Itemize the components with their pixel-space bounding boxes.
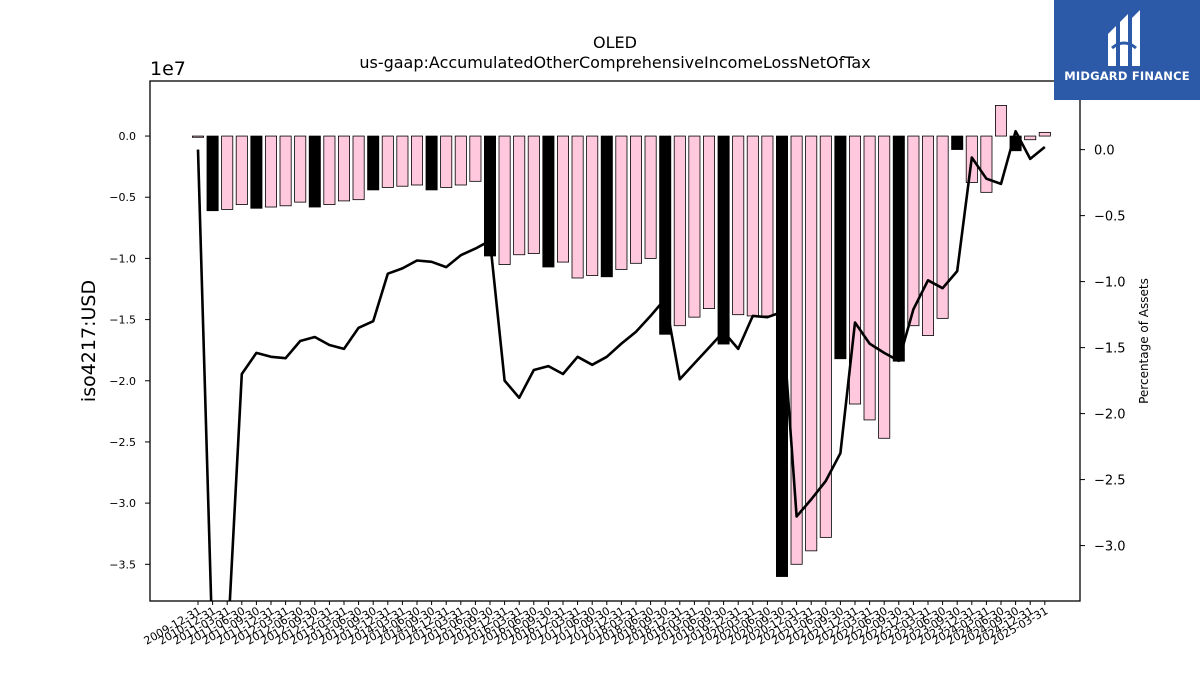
chart-subtitle: us-gaap:AccumulatedOtherComprehensiveInc… xyxy=(359,53,870,72)
bar-2016-09-30 xyxy=(542,135,555,268)
brand-logo: MIDGARD FINANCE xyxy=(1054,0,1200,100)
y-tick-label: −2.5 xyxy=(109,436,136,449)
bar-2011-03-31 xyxy=(221,135,234,210)
bar-2018-06-30 xyxy=(644,135,657,259)
y-axis-ticks: 0.0 −0.5 −1.0 −1.5 −2.0 −2.5 −3.0 −3.5 xyxy=(109,130,150,571)
bar-2020-12-31 xyxy=(790,135,803,565)
y-tick-label: 0.0 xyxy=(119,130,137,143)
bar-2022-06-30 xyxy=(878,135,891,439)
bar-2013-03-31 xyxy=(337,135,350,202)
brand-name: MIDGARD FINANCE xyxy=(1064,69,1190,83)
line-series xyxy=(196,129,1046,601)
bar-2014-09-30 xyxy=(425,135,438,191)
y2-tick-label: −1.0 xyxy=(1094,276,1126,291)
bar-2023-09-30 xyxy=(951,135,964,150)
bar-2015-06-30 xyxy=(469,135,482,182)
bar-2018-03-31 xyxy=(630,135,643,264)
plot-frame xyxy=(149,80,1081,602)
bar-2022-12-31 xyxy=(907,135,920,327)
bar-2013-09-30 xyxy=(367,135,380,191)
bar-2011-12-31 xyxy=(264,135,277,208)
bar-2014-06-30 xyxy=(410,135,423,186)
bar-2011-06-30 xyxy=(235,135,248,205)
y-tick-label: −1.0 xyxy=(109,252,136,265)
bar-2023-06-30 xyxy=(936,135,949,319)
bar-2017-06-30 xyxy=(586,135,599,276)
bar-2019-09-30 xyxy=(717,135,730,345)
bar-series xyxy=(191,105,1051,577)
x-axis-ticks: 2009-12-312010-12-312011-03-312011-06-30… xyxy=(142,601,1050,648)
bar-2020-06-30 xyxy=(761,135,774,317)
bar-2011-09-30 xyxy=(250,135,263,209)
bar-2013-06-30 xyxy=(352,135,365,201)
bar-2017-09-30 xyxy=(600,135,613,278)
y2-axis-label: Percentage of Assets xyxy=(1137,278,1151,404)
percentage-of-assets-line xyxy=(196,129,1046,601)
y2-tick-label: −1.5 xyxy=(1094,342,1126,357)
bar-2016-03-31 xyxy=(513,135,526,256)
bar-2021-03-31 xyxy=(805,135,818,552)
y-scale-label: 1e7 xyxy=(150,58,186,80)
bar-2012-09-30 xyxy=(308,135,321,208)
chart-title: OLED xyxy=(593,33,637,52)
bar-2018-12-31 xyxy=(673,135,686,327)
bar-2017-03-31 xyxy=(571,135,584,279)
bar-2024-06-30 xyxy=(995,105,1008,137)
bar-2020-09-30 xyxy=(776,135,789,577)
bar-2012-06-30 xyxy=(294,135,307,203)
y-tick-label: −3.0 xyxy=(109,497,136,510)
y2-tick-label: −2.5 xyxy=(1094,474,1126,489)
y2-tick-label: −2.0 xyxy=(1094,408,1126,423)
midgard-logo-icon xyxy=(1108,10,1140,66)
bar-2013-12-31 xyxy=(381,135,394,188)
bar-2021-12-31 xyxy=(849,135,862,405)
y2-tick-label: −3.0 xyxy=(1094,540,1126,555)
bar-2016-06-30 xyxy=(527,135,540,254)
bar-2019-06-30 xyxy=(703,135,716,309)
bar-2014-12-31 xyxy=(440,135,453,188)
bar-2010-12-31 xyxy=(206,135,219,212)
bar-2022-09-30 xyxy=(892,135,905,362)
y-tick-label: −1.5 xyxy=(109,314,136,327)
y2-axis-ticks: 0.0 −0.5 −1.0 −1.5 −2.0 −2.5 −3.0 xyxy=(1080,144,1126,555)
y-tick-label: −0.5 xyxy=(109,191,136,204)
y-tick-label: −2.0 xyxy=(109,375,136,388)
bar-2015-12-31 xyxy=(498,135,511,265)
bar-2012-12-31 xyxy=(323,135,336,205)
bar-2014-03-31 xyxy=(396,135,409,187)
bar-2015-03-31 xyxy=(454,135,467,186)
bar-2020-03-31 xyxy=(746,135,759,317)
y-tick-label: −3.5 xyxy=(109,558,136,571)
bar-2023-03-31 xyxy=(922,135,935,336)
bar-2022-03-31 xyxy=(863,135,876,421)
bar-2024-12-31 xyxy=(1024,135,1037,141)
bar-2025-03-31 xyxy=(1038,131,1051,137)
bar-2024-03-31 xyxy=(980,135,993,193)
bar-2016-12-31 xyxy=(557,135,570,263)
bar-2018-09-30 xyxy=(659,135,672,335)
bar-2021-09-30 xyxy=(834,135,847,360)
y2-tick-label: −0.5 xyxy=(1094,210,1126,225)
bar-2009-12-31 xyxy=(191,135,204,138)
bar-2017-12-31 xyxy=(615,135,628,270)
bar-2019-12-31 xyxy=(732,135,745,316)
y2-tick-label: 0.0 xyxy=(1094,144,1115,159)
bar-2019-03-31 xyxy=(688,135,701,318)
bar-2012-03-31 xyxy=(279,135,292,207)
y-axis-label: iso4217:USD xyxy=(78,280,100,402)
bar-2021-06-30 xyxy=(819,135,832,538)
bar-2015-09-30 xyxy=(483,135,496,257)
